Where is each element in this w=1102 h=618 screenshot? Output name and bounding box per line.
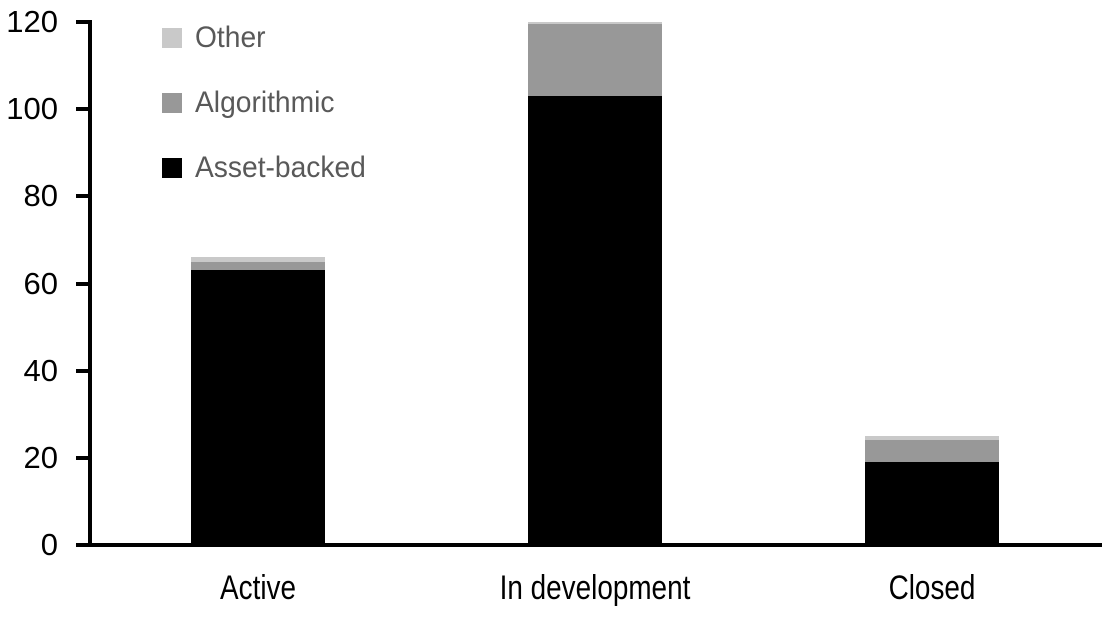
legend-swatch-algorithmic	[162, 93, 182, 113]
tick-label-60: 60	[23, 265, 58, 301]
legend-swatch-asset-backed	[162, 158, 182, 178]
bar-closed-segment-other	[864, 436, 999, 441]
y-axis-line	[88, 20, 92, 547]
legend-item-asset-backed: Asset-backed	[162, 151, 377, 184]
tick-mark-80	[76, 194, 89, 199]
tick-mark-20	[76, 455, 89, 460]
legend-swatch-other	[162, 28, 182, 48]
tick-label-80: 80	[23, 178, 58, 214]
tick-mark-0	[76, 543, 89, 547]
x-axis-line	[88, 543, 1102, 547]
x-axis-label-active: Active	[220, 569, 297, 607]
legend-item-algorithmic: Algorithmic	[162, 86, 377, 119]
legend-label-asset-backed: Asset-backed	[195, 151, 366, 184]
tick-label-100: 100	[6, 91, 58, 127]
tick-mark-100	[76, 107, 89, 112]
legend: Other Algorithmic Asset-backed	[162, 21, 377, 223]
bar-active-segment-other	[191, 257, 326, 262]
tick-label-0: 0	[40, 527, 58, 562]
legend-label-other: Other	[195, 21, 266, 54]
tick-label-20: 20	[23, 439, 58, 475]
bar-active-segment-asset-backed	[191, 270, 326, 545]
bar-closed-segment-algorithmic	[864, 440, 999, 463]
legend-item-other: Other	[162, 21, 377, 54]
tick-mark-40	[76, 368, 89, 373]
bar-in-development-segment-algorithmic	[528, 22, 662, 97]
tick-mark-60	[76, 281, 89, 286]
x-axis-label-closed: Closed	[888, 569, 976, 607]
bar-active-segment-algorithmic	[191, 261, 326, 271]
legend-label-algorithmic: Algorithmic	[195, 86, 335, 119]
tick-mark-120	[76, 20, 89, 24]
x-axis-label-in-development: In development	[499, 569, 691, 607]
bar-in-development-segment-asset-backed	[528, 96, 662, 545]
tick-label-40: 40	[23, 352, 58, 388]
tick-label-120: 120	[6, 4, 58, 39]
bar-closed-segment-asset-backed	[864, 462, 999, 545]
